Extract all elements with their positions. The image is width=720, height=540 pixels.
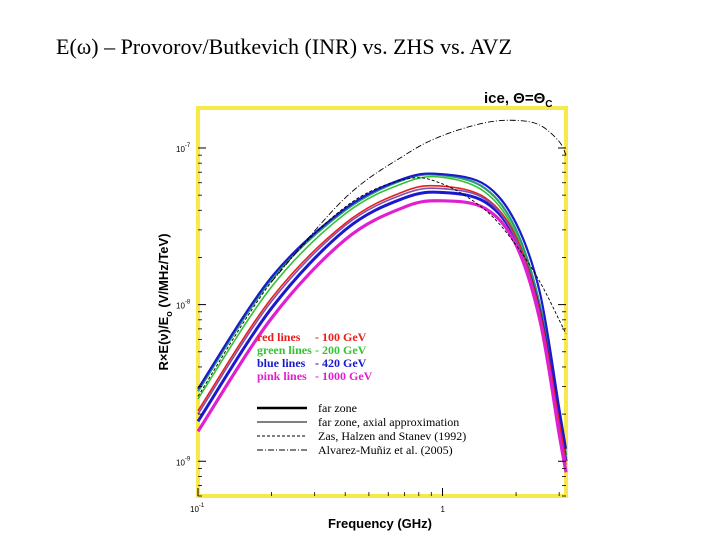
series-layer (196, 119, 568, 473)
annotation: ice, Θ=ΘC (484, 90, 553, 110)
series-line-4 (197, 184, 567, 462)
legend-axial-label: far zone, axial approximation (318, 415, 459, 429)
y-axis-label-suffix: (V/MHz/TeV) (156, 233, 171, 311)
ticks-layer: 10-710-810-910-1 1 (176, 143, 566, 514)
legend-green-value: - 200 GeV (315, 343, 367, 357)
y-axis-label-subscript: o (164, 311, 174, 317)
legend-zhs-label: Zas, Halzen and Stanev (1992) (318, 429, 466, 443)
y-tick-label-1: 10-8 (176, 300, 191, 311)
legend-pink-value: - 1000 GeV (315, 369, 373, 383)
legend-colors: red lines - 100 GeV green lines - 200 Ge… (257, 330, 373, 383)
y-tick-label-0: 10-7 (176, 143, 191, 154)
legend-green-label: green lines (257, 343, 312, 357)
y-axis-label-prefix: R×E(ν)/E (156, 316, 171, 370)
series-line-2 (197, 172, 568, 449)
legend-red-label: red lines (257, 330, 301, 344)
series-line-8 (197, 177, 567, 397)
y-tick-exp-2: -9 (185, 456, 191, 462)
annotation-subscript: C (545, 99, 552, 110)
legend-avz-label: Alvarez-Muñiz et al. (2005) (318, 443, 453, 457)
x-tick-label-0: 10-1 (190, 503, 205, 514)
slide-title: E(ω) – Provorov/Butkevich (INR) vs. ZHS … (56, 34, 512, 59)
legend-red-value: - 100 GeV (315, 330, 367, 344)
y-tick-exp-0: -7 (185, 143, 191, 149)
y-axis-label: R×E(ν)/Eo (V/MHz/TeV) (156, 233, 174, 370)
annotation-text: ice, Θ=Θ (484, 90, 546, 107)
y-tick-base-1: 10 (176, 302, 185, 311)
y-tick-base-0: 10 (176, 145, 185, 154)
y-tick-base-2: 10 (176, 458, 185, 467)
x-tick-base-1: 1 (440, 505, 445, 514)
series-line-6 (196, 199, 568, 473)
legend-far-zone-label: far zone (318, 401, 357, 415)
y-tick-label-2: 10-9 (176, 456, 191, 467)
legend-pink-label: pink lines (257, 369, 307, 383)
x-axis-label: Frequency (GHz) (328, 516, 432, 531)
y-tick-exp-1: -8 (185, 300, 191, 306)
plot-area-frame (196, 106, 568, 498)
x-tick-exp-0: -1 (199, 503, 205, 509)
x-tick-base-0: 10 (190, 505, 199, 514)
legend-styles: far zone far zone, axial approximation Z… (257, 401, 466, 457)
series-line-7 (271, 119, 567, 282)
legend-blue-label: blue lines (257, 356, 306, 370)
legend-blue-value: - 420 GeV (315, 356, 367, 370)
x-tick-label-1: 1 (440, 505, 445, 514)
